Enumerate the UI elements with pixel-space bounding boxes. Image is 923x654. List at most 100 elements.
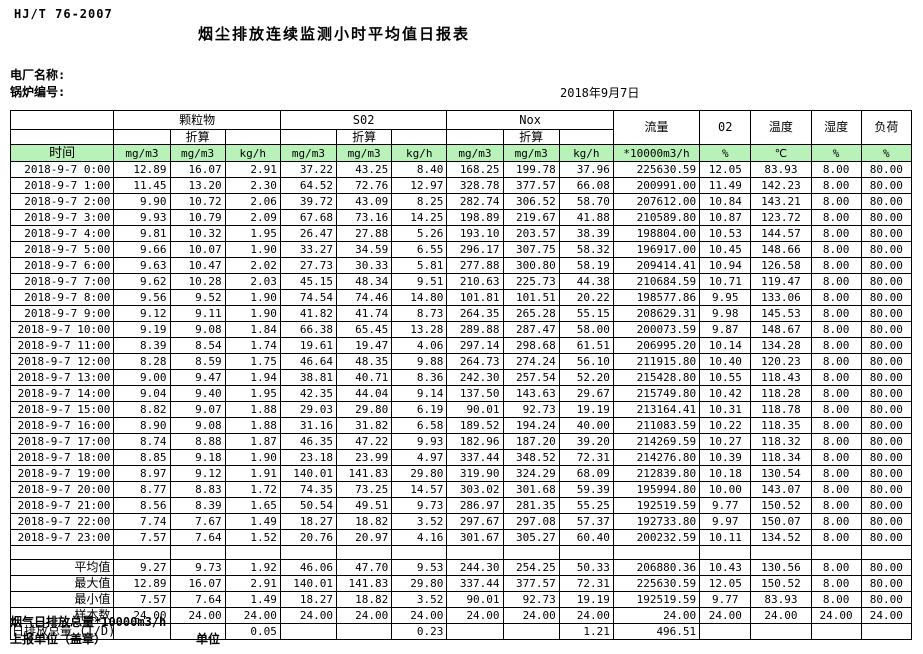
value-cell: 65.45 <box>336 321 393 338</box>
value-cell: 264.35 <box>446 305 504 322</box>
value-cell: 9.77 <box>699 497 752 514</box>
value-cell: 8.00 <box>810 161 862 178</box>
data-row: 2018-9-7 3:00 9.93 10.79 2.09 67.68 73.16 14.2… <box>9 209 913 226</box>
value-cell: 150.52 <box>750 575 812 592</box>
data-row: 2018-9-7 20:00 8.77 8.83 1.72 74.35 73.25 14.5… <box>9 481 913 498</box>
value-cell: 168.25 <box>446 161 504 178</box>
value-cell: 60.40 <box>558 529 614 546</box>
value-cell: 215428.80 <box>612 369 701 386</box>
value-cell <box>279 623 338 640</box>
empty-header-cell <box>224 129 281 145</box>
value-cell: 118.32 <box>750 433 812 450</box>
value-cell: 8.00 <box>810 401 862 418</box>
value-cell: 126.58 <box>750 257 812 274</box>
value-cell: 58.00 <box>558 321 614 338</box>
time-cell: 2018-9-7 13:00 <box>9 369 115 386</box>
value-cell: 80.00 <box>860 497 913 514</box>
value-cell: 5.81 <box>391 257 448 274</box>
value-cell: 19.19 <box>558 591 614 608</box>
value-cell: 38.39 <box>558 225 614 242</box>
data-row: 2018-9-7 23:00 7.57 7.64 1.52 20.76 20.97 4.16… <box>9 529 913 546</box>
value-cell: 83.93 <box>750 591 812 608</box>
value-cell: 1.49 <box>224 591 281 608</box>
header-load: 负荷 <box>860 110 913 145</box>
value-cell: 1.90 <box>224 449 281 466</box>
value-cell: 225630.59 <box>612 575 701 592</box>
value-cell: 24.00 <box>810 607 862 624</box>
value-cell: 9.08 <box>169 321 226 338</box>
empty-cell <box>224 545 281 560</box>
value-cell: 16.07 <box>169 161 226 178</box>
plant-name-label: 电厂名称: <box>10 68 66 82</box>
empty-header-cell <box>9 129 115 145</box>
value-cell: 80.00 <box>860 433 913 450</box>
value-cell: 192519.59 <box>612 591 701 608</box>
value-cell: 58.19 <box>558 257 614 274</box>
value-cell: 10.94 <box>699 257 752 274</box>
value-cell: 1.91 <box>224 465 281 482</box>
value-cell: 80.00 <box>860 305 913 322</box>
value-cell: 8.00 <box>810 241 862 258</box>
value-cell: 55.25 <box>558 497 614 514</box>
standard-code: HJ/T 76-2007 <box>14 7 113 21</box>
value-cell: 210589.80 <box>612 209 701 226</box>
empty-cell <box>169 545 226 560</box>
value-cell: 8.97 <box>113 465 171 482</box>
time-cell: 2018-9-7 0:00 <box>9 161 115 178</box>
value-cell: 2.03 <box>224 273 281 290</box>
value-cell: 12.97 <box>391 177 448 194</box>
value-cell: 1.87 <box>224 433 281 450</box>
value-cell: 143.21 <box>750 193 812 210</box>
value-cell: 7.64 <box>169 529 226 546</box>
value-cell: 10.53 <box>699 225 752 242</box>
value-cell: 10.07 <box>169 241 226 258</box>
time-cell: 2018-9-7 6:00 <box>9 257 115 274</box>
value-cell: 182.96 <box>446 433 504 450</box>
value-cell: 9.19 <box>113 321 171 338</box>
data-row: 2018-9-7 22:00 7.74 7.67 1.49 18.27 18.82 3.52… <box>9 513 913 530</box>
value-cell: 8.00 <box>810 559 862 576</box>
value-cell: 80.00 <box>860 417 913 434</box>
value-cell: 8.59 <box>169 353 226 370</box>
value-cell: 133.06 <box>750 289 812 306</box>
value-cell: 8.00 <box>810 337 862 354</box>
value-cell: 41.74 <box>336 305 393 322</box>
unit-cell: kg/h <box>224 144 281 162</box>
value-cell: 56.10 <box>558 353 614 370</box>
value-cell: 118.35 <box>750 417 812 434</box>
time-cell: 2018-9-7 21:00 <box>9 497 115 514</box>
empty-cell <box>446 545 504 560</box>
value-cell: 10.87 <box>699 209 752 226</box>
summary-label: 最小值 <box>9 591 115 608</box>
value-cell: 9.62 <box>113 273 171 290</box>
value-cell: 8.00 <box>810 369 862 386</box>
summary-label: 平均值 <box>9 559 115 576</box>
value-cell: 298.68 <box>502 337 560 354</box>
value-cell: 10.55 <box>699 369 752 386</box>
value-cell: 73.25 <box>336 481 393 498</box>
value-cell: 2.06 <box>224 193 281 210</box>
data-row: 2018-9-7 12:00 8.28 8.59 1.75 46.64 48.35 9.88… <box>9 353 913 370</box>
value-cell: 18.27 <box>279 591 338 608</box>
value-cell: 8.00 <box>810 575 862 592</box>
summary-row: 日排放总量 (T/D) 0.05 0.23 1.21 496.51 <box>9 623 913 640</box>
value-cell: 4.97 <box>391 449 448 466</box>
unit-cell: mg/m3 <box>336 144 393 162</box>
value-cell: 9.93 <box>113 209 171 226</box>
value-cell: 10.47 <box>169 257 226 274</box>
empty-header-cell <box>9 110 115 130</box>
value-cell: 9.40 <box>169 385 226 402</box>
value-cell: 23.99 <box>336 449 393 466</box>
value-cell: 206880.36 <box>612 559 701 576</box>
value-cell: 198577.86 <box>612 289 701 306</box>
value-cell: 10.45 <box>699 241 752 258</box>
value-cell: 30.33 <box>336 257 393 274</box>
value-cell <box>699 623 752 640</box>
value-cell: 9.90 <box>113 193 171 210</box>
value-cell: 10.32 <box>169 225 226 242</box>
data-row: 2018-9-7 19:00 8.97 9.12 1.91 140.01 141.83 29… <box>9 465 913 482</box>
data-row: 2018-9-7 10:00 9.19 9.08 1.84 66.38 65.45 13.2… <box>9 321 913 338</box>
value-cell: 39.72 <box>279 193 338 210</box>
value-cell: 50.54 <box>279 497 338 514</box>
time-cell: 2018-9-7 18:00 <box>9 449 115 466</box>
